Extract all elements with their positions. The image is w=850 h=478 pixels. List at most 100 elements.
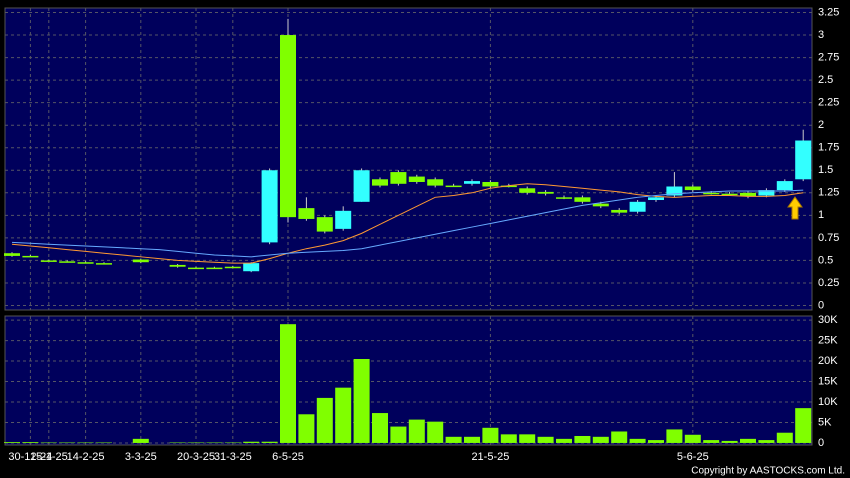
volume-bar: [188, 442, 204, 444]
volume-bar: [22, 442, 39, 443]
candle-body: [703, 192, 720, 195]
candle-body: [316, 217, 333, 232]
volume-bar: [298, 414, 315, 443]
volume-bar: [537, 436, 554, 443]
candle-body: [408, 176, 425, 182]
volume-bar: [464, 436, 480, 443]
volume-bar: [776, 432, 793, 443]
candle-body: [648, 197, 664, 201]
candle-body: [335, 210, 352, 229]
volume-bar: [758, 440, 775, 443]
y2-tick-label: 30K: [818, 314, 838, 326]
volume-bar: [500, 434, 517, 443]
volume-bar: [243, 441, 260, 443]
volume-bar: [740, 438, 756, 443]
y-tick-label: 0: [818, 299, 824, 311]
volume-bar: [206, 442, 223, 444]
candle-body: [500, 185, 517, 188]
price-panel: [4, 7, 813, 311]
volume-bar: [592, 436, 609, 443]
y-tick-label: 2: [818, 119, 824, 131]
volume-bar: [335, 387, 352, 443]
candle-body: [261, 170, 278, 243]
volume-bar: [427, 421, 444, 443]
candle-body: [445, 185, 462, 188]
candle-body: [132, 259, 149, 263]
candle-body: [629, 201, 646, 212]
y2-tick-label: 15K: [818, 375, 838, 387]
candle-body: [298, 208, 315, 219]
y2-tick-label: 0: [818, 437, 824, 449]
x-tick-label: 14-2-25: [67, 451, 105, 463]
y-tick-label: 2.5: [818, 74, 833, 86]
y-tick-label: 2.25: [818, 97, 839, 109]
candle-body: [353, 170, 370, 202]
candle-body: [96, 263, 112, 265]
average-line: [11, 189, 804, 258]
volume-bar: [482, 427, 499, 443]
volume-bar: [629, 438, 646, 443]
volume-bar: [261, 441, 278, 443]
candle-body: [243, 263, 260, 272]
y-tick-label: 3.25: [818, 6, 839, 18]
volume-bar: [169, 442, 186, 444]
volume-bar: [40, 442, 57, 444]
arrow-icon: [787, 196, 803, 220]
volume-bar: [96, 442, 112, 444]
candle-body: [666, 186, 683, 196]
y2-tick-label: 25K: [818, 334, 838, 346]
volume-bar: [353, 359, 370, 443]
volume-bar: [703, 440, 720, 443]
volume-bar: [77, 442, 94, 444]
volume-bar: [556, 438, 572, 443]
volume-bar: [132, 438, 149, 443]
candle-body: [464, 181, 480, 184]
candle-body: [390, 172, 407, 184]
candle-body: [427, 179, 444, 186]
x-tick-label: 20-3-25: [177, 451, 215, 463]
candle-body: [280, 35, 296, 218]
volume-bar: [4, 442, 20, 443]
volume-bar: [574, 435, 591, 443]
y2-tick-label: 5K: [818, 416, 832, 428]
y2-tick-label: 10K: [818, 396, 838, 408]
y-tick-label: 0.75: [818, 232, 839, 244]
volume-bar: [519, 434, 536, 443]
x-tick-label: 5-6-25: [677, 451, 709, 463]
candle-body: [684, 186, 701, 191]
x-tick-label: 31-3-25: [214, 451, 252, 463]
volume-bar: [280, 324, 296, 443]
volume-bar: [795, 408, 812, 443]
volume-bar: [59, 442, 76, 444]
y2-tick-label: 20K: [818, 355, 838, 367]
candle-body: [776, 181, 793, 191]
y-tick-label: 1.75: [818, 142, 839, 154]
volume-bar: [445, 436, 462, 443]
candle-body: [721, 193, 738, 196]
y-tick-label: 3: [818, 29, 824, 41]
y-tick-label: 0.5: [818, 254, 833, 266]
candle-body: [59, 261, 76, 263]
candle-body: [740, 192, 756, 197]
candle-body: [574, 197, 591, 202]
volume-panel: [4, 315, 813, 446]
candle-body: [188, 267, 204, 270]
volume-bar: [648, 440, 664, 443]
volume-bar: [224, 442, 241, 444]
candle-body: [592, 203, 609, 207]
x-tick-label: 30-12-24: [8, 451, 52, 463]
y-tick-label: 2.75: [818, 51, 839, 63]
candle-body: [22, 255, 39, 258]
candle-body: [556, 197, 572, 199]
volume-bar: [408, 419, 425, 443]
candle-body: [372, 179, 388, 186]
candle-body: [4, 253, 20, 256]
candle-body: [224, 266, 241, 269]
volume-bar: [684, 434, 701, 443]
candle-body: [758, 190, 775, 196]
volume-bar: [721, 440, 738, 443]
candle-body: [169, 264, 186, 267]
x-tick-label: 15-1-25: [30, 451, 68, 463]
candle-body: [40, 260, 57, 262]
